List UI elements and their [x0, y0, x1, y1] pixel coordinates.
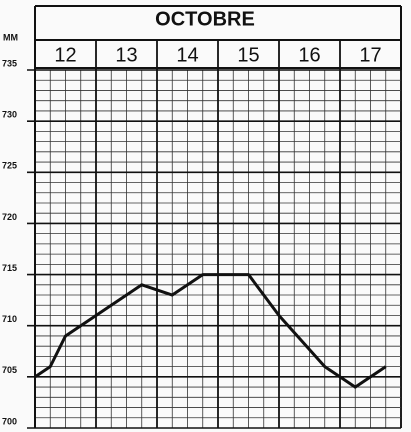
y-tick-label: 700	[2, 416, 17, 426]
x-tick-label: 16	[298, 44, 320, 66]
line	[34, 273, 387, 389]
x-tick-label: 17	[359, 44, 381, 66]
y-tick-label: 725	[2, 161, 17, 171]
chart-title: OCTOBRE	[155, 8, 255, 30]
y-tick-label: 730	[2, 110, 17, 120]
y-tick-label: 705	[2, 365, 17, 375]
x-tick-label: 12	[54, 44, 76, 66]
y-tick-label: 735	[2, 58, 17, 68]
y-tick-label: 720	[2, 212, 17, 222]
y-tick-label: 715	[2, 263, 17, 273]
x-tick-label: 15	[237, 44, 259, 66]
y-axis-label: MM	[3, 32, 18, 42]
x-tick-label: 14	[176, 44, 198, 66]
y-tick-label: 710	[2, 314, 17, 324]
x-tick-label: 13	[115, 44, 137, 66]
